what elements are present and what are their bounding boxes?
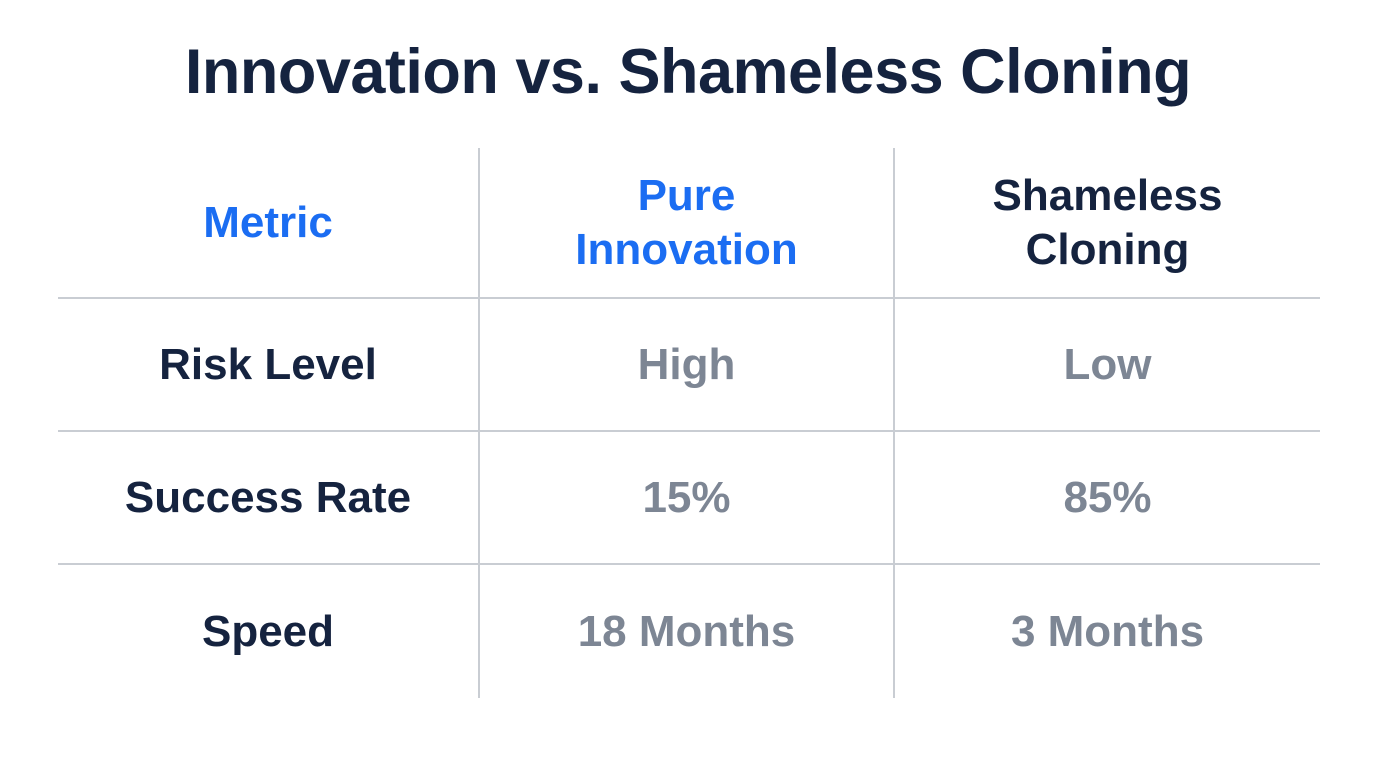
column-header-pure-innovation-label: Pure Innovation	[575, 170, 798, 274]
row-risk-level-pure-innovation-value: High	[480, 297, 895, 430]
value-text: High	[637, 339, 736, 389]
column-header-metric: Metric	[58, 148, 480, 297]
page-title: Innovation vs. Shameless Cloning	[184, 37, 1192, 107]
value-text: 18 Months	[577, 606, 796, 656]
row-success-rate-shameless-cloning-value: 85%	[895, 430, 1320, 563]
row-risk-level-shameless-cloning-value: Low	[895, 297, 1320, 430]
metric-label: Success Rate	[124, 472, 412, 522]
comparison-table: Metric Pure Innovation Shameless Cloning…	[58, 148, 1320, 698]
row-risk-level-metric: Risk Level	[58, 297, 480, 430]
row-speed-shameless-cloning-value: 3 Months	[895, 563, 1320, 698]
column-header-shameless-cloning-label: Shameless Cloning	[992, 170, 1223, 274]
row-success-rate-pure-innovation-value: 15%	[480, 430, 895, 563]
row-speed-metric: Speed	[58, 563, 480, 698]
metric-label: Speed	[201, 606, 335, 656]
column-header-metric-label: Metric	[203, 197, 333, 247]
metric-label: Risk Level	[159, 339, 377, 389]
column-header-shameless-cloning: Shameless Cloning	[895, 148, 1320, 297]
column-header-pure-innovation: Pure Innovation	[480, 148, 895, 297]
row-speed-pure-innovation-value: 18 Months	[480, 563, 895, 698]
row-success-rate-metric: Success Rate	[58, 430, 480, 563]
value-text: Low	[1063, 339, 1152, 389]
value-text: 3 Months	[1010, 606, 1205, 656]
value-text: 85%	[1063, 472, 1152, 522]
value-text: 15%	[642, 472, 731, 522]
